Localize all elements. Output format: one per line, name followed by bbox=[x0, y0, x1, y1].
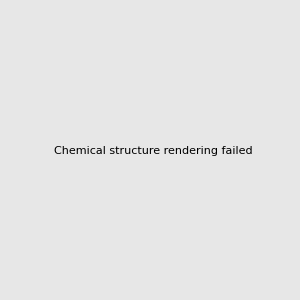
Text: Chemical structure rendering failed: Chemical structure rendering failed bbox=[54, 146, 253, 157]
